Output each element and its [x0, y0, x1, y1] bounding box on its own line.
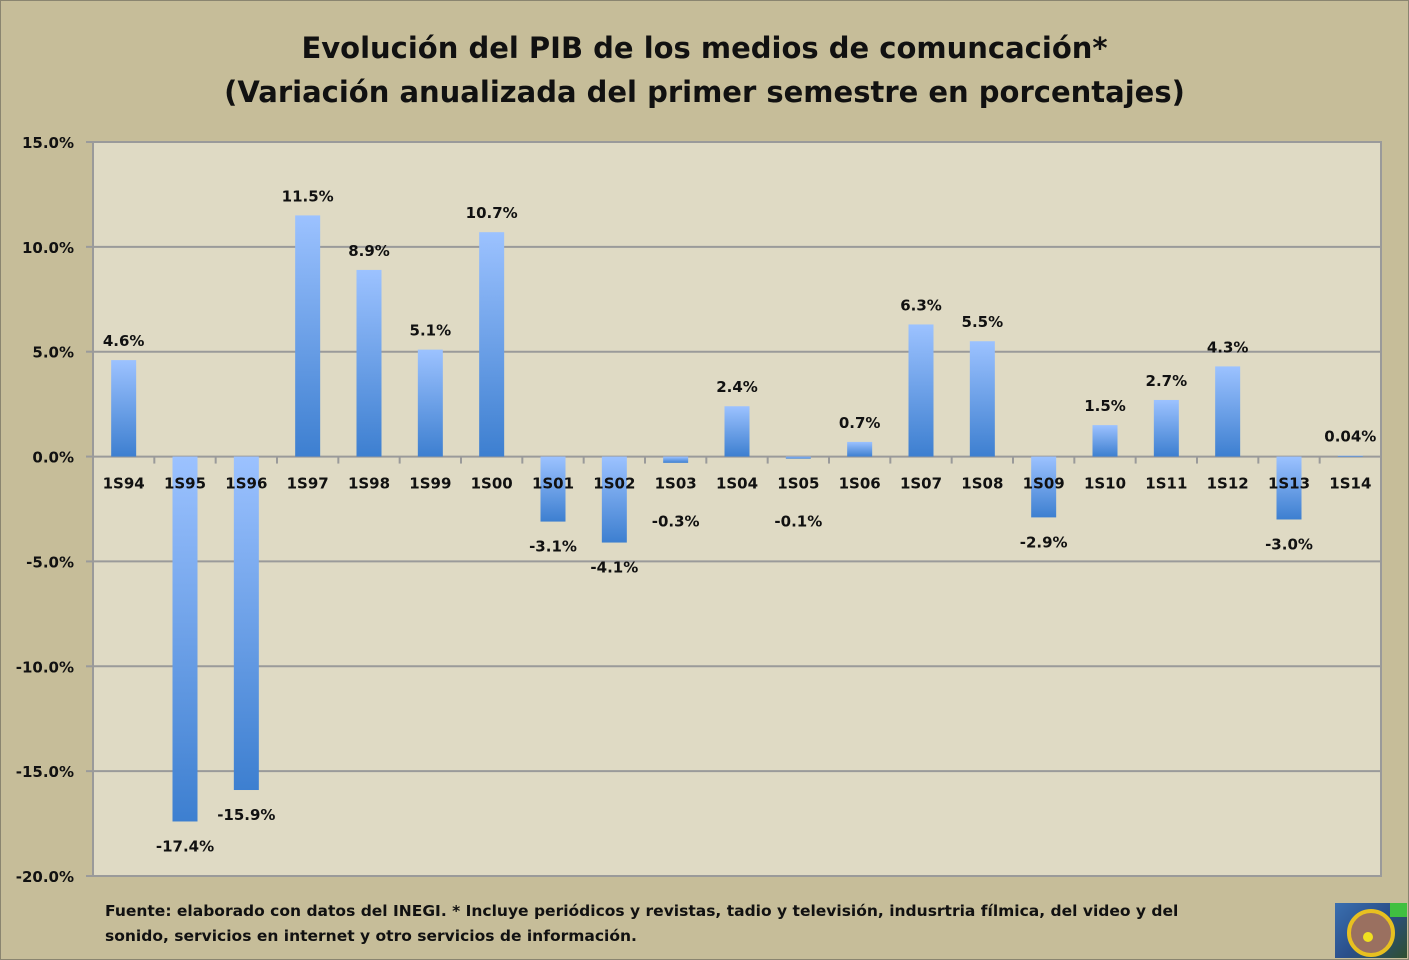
- data-label: -0.3%: [652, 513, 700, 531]
- y-tick-label: 0.0%: [32, 449, 74, 467]
- data-label: 4.6%: [103, 332, 145, 350]
- x-tick-label: 1S01: [532, 475, 574, 493]
- bar-1S06: [847, 441, 873, 457]
- data-label: 6.3%: [900, 296, 942, 314]
- plot-area: [92, 141, 1382, 877]
- x-tick-label: 1S03: [655, 475, 697, 493]
- data-label: -3.0%: [1265, 535, 1313, 553]
- bar-1S12: [1215, 366, 1241, 457]
- data-label: -15.9%: [217, 806, 275, 824]
- logo-image: [1335, 903, 1407, 958]
- bar-1S98: [356, 269, 382, 457]
- x-tick-label: 1S04: [716, 475, 758, 493]
- y-tick-label: -5.0%: [26, 553, 74, 571]
- bar-1S04: [724, 406, 750, 457]
- y-tick-label: -15.0%: [16, 763, 74, 781]
- data-label: 11.5%: [282, 187, 334, 205]
- x-tick-label: 1S09: [1023, 475, 1065, 493]
- x-tick-label: 1S96: [225, 475, 267, 493]
- bar-1S14: [1337, 455, 1363, 457]
- wheel-logo-icon: [1347, 903, 1407, 957]
- x-tick-label: 1S02: [593, 475, 635, 493]
- data-label: 10.7%: [466, 204, 518, 222]
- bar-1S95: [172, 456, 198, 822]
- data-label: 2.7%: [1146, 372, 1188, 390]
- data-label: 4.3%: [1207, 338, 1249, 356]
- data-label: -0.1%: [774, 513, 822, 531]
- title-line-1: Evolución del PIB de los medios de comun…: [301, 31, 1108, 65]
- x-tick-label: 1S98: [348, 475, 390, 493]
- footnote: Fuente: elaborado con datos del INEGI. *…: [105, 902, 1179, 945]
- data-label: -17.4%: [156, 837, 214, 855]
- x-tick-label: 1S00: [471, 475, 513, 493]
- bar-1S10: [1092, 425, 1118, 457]
- bar-1S01: [540, 456, 566, 522]
- data-label: 8.9%: [348, 242, 390, 260]
- bar-1S99: [417, 349, 443, 457]
- bar-1S09: [1031, 456, 1057, 518]
- x-tick-label: 1S95: [164, 475, 206, 493]
- x-tick-label: 1S06: [839, 475, 881, 493]
- bar-1S08: [969, 341, 995, 457]
- x-tick-label: 1S13: [1268, 475, 1310, 493]
- bar-1S03: [663, 456, 689, 463]
- bar-1S00: [479, 232, 505, 457]
- y-tick-label: 10.0%: [22, 239, 74, 257]
- bar-1S97: [295, 215, 321, 457]
- data-label: 5.1%: [410, 322, 452, 340]
- y-tick-label: -10.0%: [16, 658, 74, 676]
- x-tick-label: 1S08: [961, 475, 1003, 493]
- x-tick-label: 1S11: [1145, 475, 1187, 493]
- bar-1S07: [908, 324, 934, 457]
- y-tick-label: 15.0%: [22, 134, 74, 152]
- data-label: 2.4%: [716, 378, 758, 396]
- x-tick-label: 1S97: [287, 475, 329, 493]
- x-tick-label: 1S12: [1207, 475, 1249, 493]
- x-tick-label: 1S05: [777, 475, 819, 493]
- bar-1S05: [785, 456, 811, 459]
- x-tick-label: 1S99: [409, 475, 451, 493]
- bar-1S11: [1153, 399, 1179, 457]
- data-label: 0.7%: [839, 414, 881, 432]
- y-tick-label: 5.0%: [32, 344, 74, 362]
- title-line-2: (Variación anualizada del primer semestr…: [224, 75, 1185, 109]
- data-label: 5.5%: [962, 313, 1004, 331]
- data-label: -2.9%: [1020, 533, 1068, 551]
- bar-1S02: [601, 456, 627, 543]
- bar-1S13: [1276, 456, 1302, 520]
- x-tick-label: 1S94: [103, 475, 145, 493]
- y-tick-label: -20.0%: [16, 868, 74, 886]
- x-tick-label: 1S14: [1329, 475, 1371, 493]
- data-label: 0.04%: [1324, 428, 1376, 446]
- bar-1S96: [233, 456, 259, 791]
- x-tick-label: 1S07: [900, 475, 942, 493]
- data-label: -4.1%: [590, 559, 638, 577]
- data-label: 1.5%: [1084, 397, 1126, 415]
- x-tick-label: 1S10: [1084, 475, 1126, 493]
- chart-title: Evolución del PIB de los medios de comun…: [0, 26, 1409, 114]
- bar-1S94: [111, 360, 137, 457]
- data-label: -3.1%: [529, 538, 577, 556]
